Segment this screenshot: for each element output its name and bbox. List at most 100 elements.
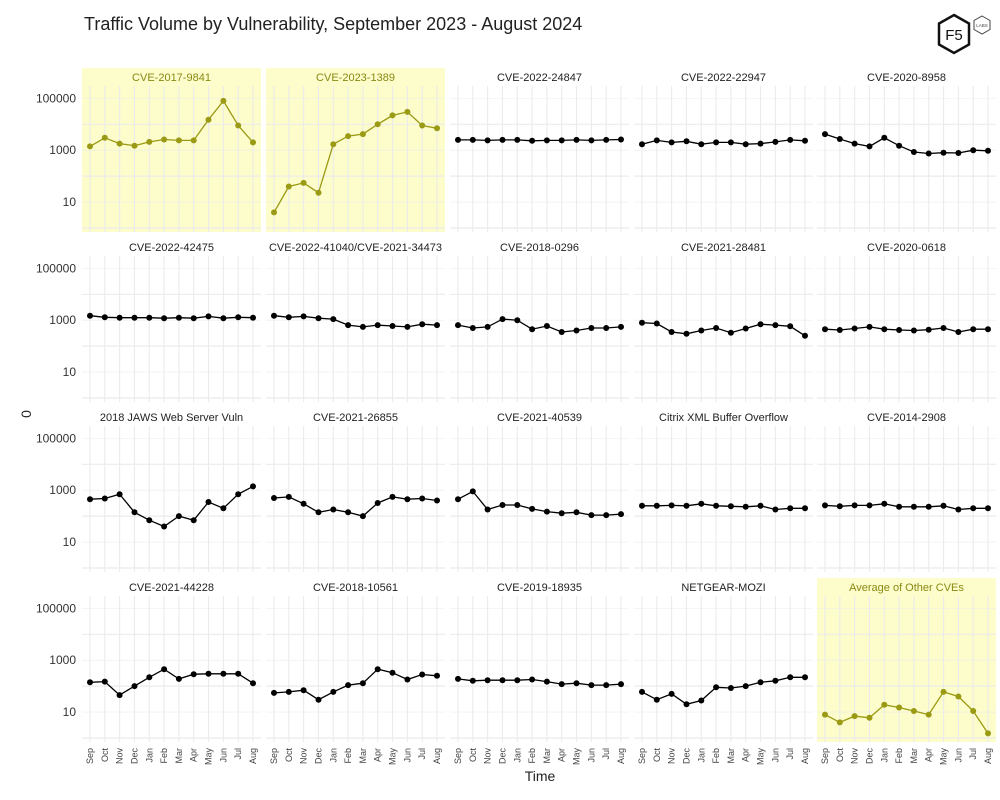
x-tick-label: Jun (770, 748, 780, 763)
data-point (851, 325, 858, 332)
data-point (787, 505, 794, 512)
data-point (558, 329, 565, 335)
data-point (529, 137, 536, 144)
data-point (558, 510, 565, 517)
data-point (175, 513, 182, 520)
data-point (419, 671, 426, 678)
data-point (985, 730, 991, 737)
data-point (359, 680, 366, 687)
data-point (220, 315, 227, 322)
data-point (727, 685, 734, 691)
data-point (683, 502, 690, 509)
x-tick-label: Oct (284, 748, 294, 763)
x-tick-label: Nov (667, 748, 677, 765)
data-point (345, 322, 352, 329)
data-point (161, 136, 168, 143)
data-point (713, 684, 720, 691)
data-point (271, 312, 277, 319)
data-point (271, 689, 277, 696)
facet-label: CVE-2021-26855 (313, 412, 398, 424)
facet-label: CVE-2022-41040/CVE-2021-34473 (269, 242, 442, 254)
data-point (330, 141, 337, 148)
data-point (588, 137, 595, 144)
data-point (404, 323, 411, 330)
x-tick-label: Feb (159, 748, 169, 764)
data-point (469, 677, 476, 684)
x-tick-label: Sep (85, 748, 95, 764)
series-line (89, 315, 254, 319)
data-point (529, 326, 536, 333)
data-point (713, 502, 720, 509)
x-tick-label: Mar (358, 748, 368, 764)
data-point (205, 116, 212, 123)
facet-label: CVE-2018-0296 (500, 242, 579, 254)
data-point (573, 136, 580, 143)
series-line (273, 496, 438, 517)
data-point (330, 688, 337, 695)
x-tick-label: Jul (233, 748, 243, 760)
data-point (955, 150, 962, 156)
x-tick-label: Sep (269, 748, 279, 764)
data-point (404, 676, 411, 683)
data-point (985, 326, 991, 333)
data-point (588, 682, 595, 689)
data-point (469, 136, 476, 143)
data-point (603, 682, 610, 689)
logo-text: F5 (945, 27, 963, 44)
data-point (558, 137, 565, 144)
data-point (757, 502, 764, 509)
logo-subtext: LABS (976, 23, 988, 28)
x-tick-label: Nov (483, 748, 493, 765)
data-point (101, 678, 108, 685)
data-point (668, 329, 675, 335)
data-point (455, 675, 461, 682)
data-point (910, 149, 917, 155)
data-point (330, 316, 337, 323)
data-point (970, 505, 977, 512)
data-point (683, 330, 690, 337)
x-axis-title: Time (525, 768, 556, 784)
data-point (161, 523, 168, 530)
data-point (161, 666, 168, 673)
data-point (235, 314, 242, 321)
y-tick-label: 100000 (36, 91, 76, 105)
facet-label: CVE-2022-22947 (681, 72, 766, 84)
data-point (639, 502, 645, 509)
data-point (881, 500, 888, 507)
data-point (404, 108, 411, 115)
data-point (484, 506, 491, 513)
x-tick-label: Mar (174, 748, 184, 764)
x-tick-label: Jul (968, 748, 978, 760)
x-tick-label: Feb (527, 748, 537, 764)
facet-label: CVE-2022-42475 (129, 242, 214, 254)
data-point (190, 315, 197, 322)
data-point (300, 179, 307, 186)
facet-label: CVE-2021-40539 (497, 412, 582, 424)
facet-label: CVE-2021-28481 (681, 242, 766, 254)
data-point (484, 137, 491, 144)
data-point (285, 688, 292, 695)
series-line (458, 138, 622, 142)
data-point (175, 675, 182, 682)
data-point (235, 122, 242, 129)
data-point (374, 666, 381, 673)
data-point (573, 327, 580, 334)
data-point (653, 502, 660, 509)
data-point (985, 147, 991, 154)
data-point (558, 681, 565, 688)
data-point (116, 692, 123, 699)
data-point (742, 503, 749, 510)
facet-label: NETGEAR-MOZI (681, 582, 765, 594)
data-point (499, 316, 506, 323)
x-tick-label: Dec (129, 748, 139, 765)
series-line (824, 326, 988, 333)
series-line (89, 485, 254, 528)
data-point (469, 488, 476, 495)
data-point (131, 314, 138, 321)
data-point (345, 682, 352, 689)
data-point (881, 326, 888, 333)
data-point (866, 323, 873, 330)
data-point (955, 329, 962, 335)
data-point (116, 140, 123, 147)
data-point (175, 314, 182, 321)
